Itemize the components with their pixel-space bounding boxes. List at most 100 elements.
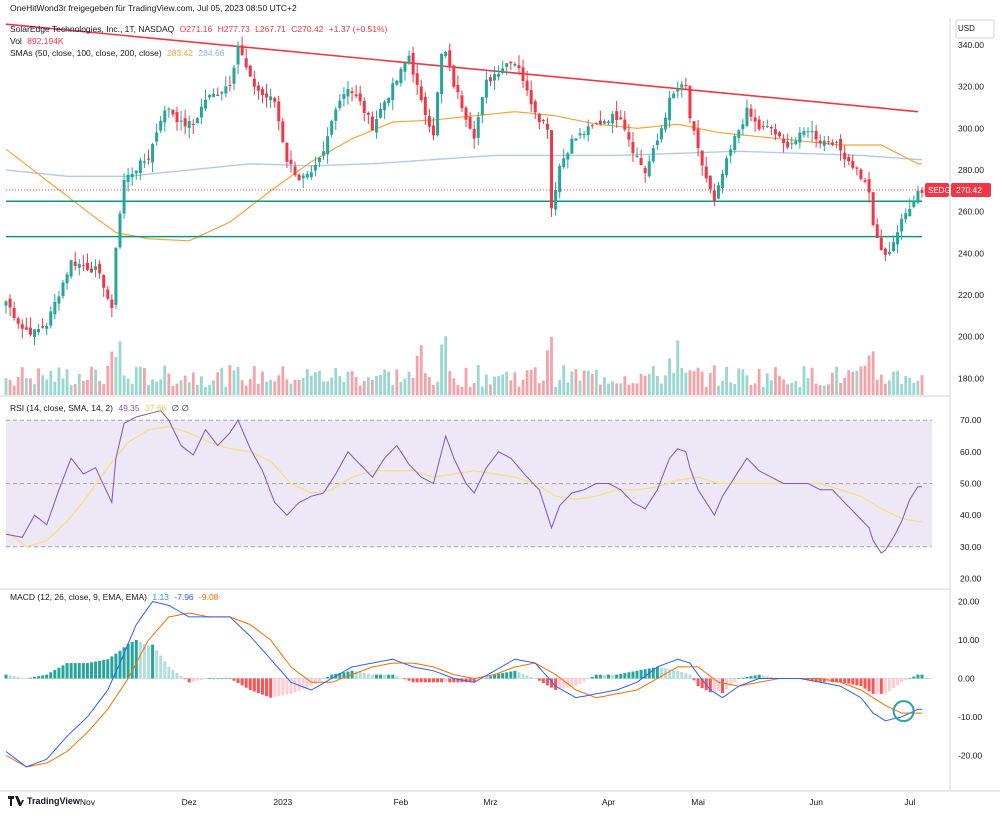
macd-histogram-bar: [716, 678, 720, 692]
candle-body: [590, 125, 594, 127]
volume-bar: [733, 384, 737, 395]
candle-body: [411, 52, 415, 75]
tradingview-brand[interactable]: TradingView: [8, 796, 80, 806]
high-value: H277.73: [217, 24, 250, 34]
volume-bar: [879, 374, 883, 395]
macd-histogram-bar: [672, 670, 676, 679]
symbol-legend[interactable]: SolarEdge Technologies, Inc., 1T, NASDAQ…: [10, 24, 390, 34]
candle-body: [212, 93, 216, 98]
volume-bar: [859, 366, 863, 395]
macd-histogram-bar: [537, 678, 541, 681]
volume-bar: [403, 378, 407, 395]
macd-legend[interactable]: MACD (12, 26, close, 9, EMA, EMA) 1.13 -…: [10, 592, 221, 602]
volume-bar: [16, 376, 20, 395]
candle-body: [745, 107, 749, 126]
candle-body: [89, 268, 93, 273]
candle-body: [476, 116, 480, 138]
macd-histogram-bar: [395, 676, 399, 679]
macd-histogram-bar: [908, 678, 912, 680]
macd-histogram-bar: [98, 660, 102, 679]
candle-body: [98, 263, 102, 274]
macd-line-value: -7.96: [174, 592, 194, 602]
volume-bar: [220, 367, 224, 395]
candle-body: [586, 126, 590, 136]
volume-bar: [419, 345, 423, 395]
price-tick-label: 280.00: [958, 165, 984, 175]
volume-bar: [672, 372, 676, 395]
volume-bar: [309, 375, 313, 395]
price-tick-label: 300.00: [958, 123, 984, 133]
volume-bar: [69, 385, 73, 395]
macd-histogram-bar: [456, 678, 460, 683]
macd-histogram-bar: [761, 675, 765, 679]
volume-legend[interactable]: Vol 892.194K: [10, 36, 67, 46]
volume-bar: [814, 383, 818, 395]
volume-bar: [533, 367, 537, 395]
volume-bar: [517, 386, 521, 395]
volume-bar: [248, 378, 252, 395]
macd-histogram-bar: [126, 643, 130, 679]
macd-histogram-bar: [631, 671, 635, 679]
macd-tick-label: 0.00: [958, 673, 975, 683]
volume-bar: [729, 382, 733, 395]
volume-bar: [460, 386, 464, 395]
volume-bar: [342, 382, 346, 395]
volume-bar: [737, 368, 741, 395]
sma-legend[interactable]: SMAs (50, close, 100, close, 200, close)…: [10, 48, 227, 58]
volume-bar: [631, 383, 635, 395]
candle-body: [448, 50, 452, 66]
volume-bar: [680, 367, 684, 395]
macd-histogram-bar: [224, 678, 228, 680]
candle-body: [195, 118, 199, 124]
time-tick-label: Feb: [394, 797, 409, 807]
macd-histogram-bar: [130, 641, 134, 679]
macd-histogram-bar: [305, 678, 309, 688]
volume-bar: [163, 365, 167, 395]
volume-bar: [489, 384, 492, 395]
candle-body: [37, 328, 41, 333]
volume-bar: [676, 340, 680, 395]
volume-bar: [668, 358, 671, 395]
volume-bar: [831, 372, 834, 395]
macd-histogram-bar: [122, 647, 126, 679]
volume-bar: [216, 372, 220, 395]
candle-body: [265, 93, 269, 98]
macd-tick-label: 20.00: [958, 597, 980, 607]
macd-histogram-bar: [505, 672, 509, 679]
volume-bar: [794, 381, 798, 395]
candle-body: [712, 190, 716, 201]
candle-body: [753, 117, 757, 122]
volume-bar: [501, 374, 505, 395]
candle-body: [578, 133, 582, 136]
volume-bar: [664, 375, 667, 395]
macd-histogram-bar: [659, 667, 663, 679]
volume-bar: [12, 385, 16, 395]
candle-body: [240, 45, 244, 56]
macd-histogram-bar: [847, 678, 851, 684]
macd-histogram-bar: [138, 641, 142, 679]
rsi-legend[interactable]: RSI (14, close, SMA, 14, 2) 49.35 37.66 …: [10, 403, 192, 414]
candle-body: [415, 73, 419, 85]
volume-bar: [297, 379, 301, 395]
macd-histogram-bar: [688, 674, 692, 679]
candle-body: [782, 138, 786, 144]
candle-body: [81, 265, 85, 267]
volume-bar: [411, 377, 415, 395]
macd-histogram-bar: [118, 650, 122, 679]
volume-bar: [782, 379, 785, 395]
volume-bar: [741, 369, 745, 395]
macd-histogram-bar: [765, 676, 769, 679]
candle-body: [167, 108, 171, 110]
candle-body: [330, 120, 334, 135]
currency-label[interactable]: USD: [958, 24, 975, 33]
rsi-tick-label: 40.00: [960, 510, 982, 520]
macd-histogram-bar: [379, 674, 383, 679]
macd-histogram-bar: [769, 676, 773, 679]
candle-body: [53, 302, 57, 315]
macd-histogram-bar: [73, 663, 77, 679]
volume-bar: [875, 379, 879, 395]
macd-histogram-bar: [867, 678, 871, 692]
volume-bar: [484, 374, 488, 395]
candle-body: [863, 180, 867, 182]
volume-bar: [651, 366, 655, 395]
